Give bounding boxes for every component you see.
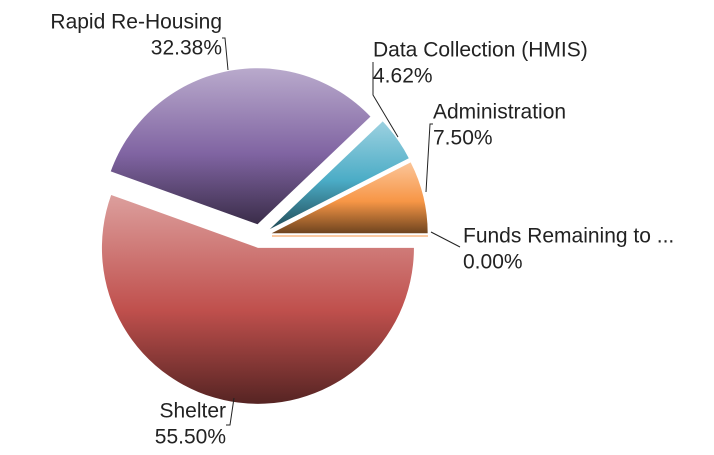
leader-line: [226, 397, 235, 426]
slice-label: Rapid Re-Housing: [50, 11, 222, 34]
leader-line: [425, 123, 433, 193]
slice-label: Data Collection (HMIS): [373, 39, 588, 62]
slice-value-label: 0.00%: [463, 251, 523, 274]
leader-line: [372, 62, 399, 138]
slice-label: Shelter: [159, 400, 226, 423]
pie-slice: [271, 162, 428, 234]
leader-line: [430, 231, 461, 248]
slice-value-label: 7.50%: [433, 127, 493, 150]
slice-value-label: 4.62%: [373, 65, 433, 88]
slice-value-label: 32.38%: [151, 37, 222, 60]
slice-label: Administration: [433, 101, 566, 124]
pie-slice: [101, 194, 414, 404]
pie-slice: [269, 121, 409, 230]
slice-label: Funds Remaining to ...: [463, 225, 674, 248]
leader-line: [222, 37, 229, 71]
slice-value-label: 55.50%: [155, 426, 226, 449]
pie-slice: [110, 68, 371, 225]
